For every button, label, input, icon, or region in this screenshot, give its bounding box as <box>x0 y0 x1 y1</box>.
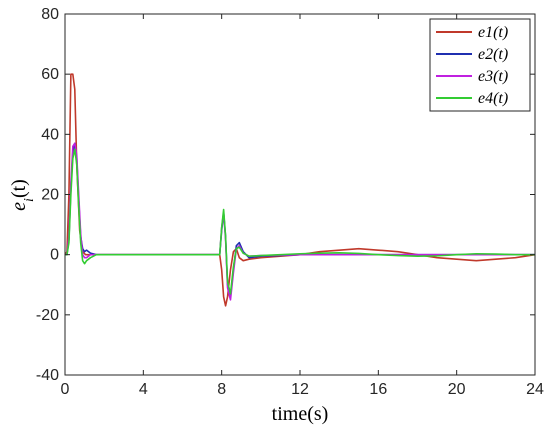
legend-box <box>429 18 531 112</box>
x-tick-label: 12 <box>291 381 309 398</box>
axes-layer: 0 4 8 12 16 20 24 -40 -20 0 20 40 60 80 <box>36 6 544 398</box>
plot-frame <box>64 13 536 376</box>
y-tick-label: 40 <box>41 126 59 143</box>
legend-label: e3(t) <box>478 68 508 85</box>
x-tick-label: 8 <box>217 381 226 398</box>
x-axis-label: time(s) <box>272 403 329 425</box>
y-axis-label: ei(t) <box>8 179 37 211</box>
legend: e1(t) e2(t) e3(t) e4(t) <box>429 18 531 112</box>
y-tick-label: 80 <box>41 6 59 23</box>
y-axis-label-base: e <box>8 202 30 211</box>
y-axis-label-sub: i <box>22 198 37 202</box>
y-axis-label-rest: (t) <box>8 179 30 198</box>
series-layer <box>64 73 536 307</box>
x-tick-label: 16 <box>369 381 387 398</box>
y-tick-label: 0 <box>50 247 59 264</box>
x-tick-label: 0 <box>61 381 70 398</box>
legend-label: e4(t) <box>478 90 508 107</box>
x-tick-label: 4 <box>139 381 148 398</box>
y-tick-label: -20 <box>36 307 59 324</box>
legend-label: e2(t) <box>478 46 508 63</box>
y-tick-label: -40 <box>36 367 59 384</box>
x-tick-label: 20 <box>448 381 466 398</box>
legend-label: e1(t) <box>478 24 508 41</box>
y-tick-label: 20 <box>41 187 59 204</box>
y-tick-label: 60 <box>41 66 59 83</box>
x-tick-label: 24 <box>526 381 544 398</box>
series-line-e4 <box>65 148 535 295</box>
